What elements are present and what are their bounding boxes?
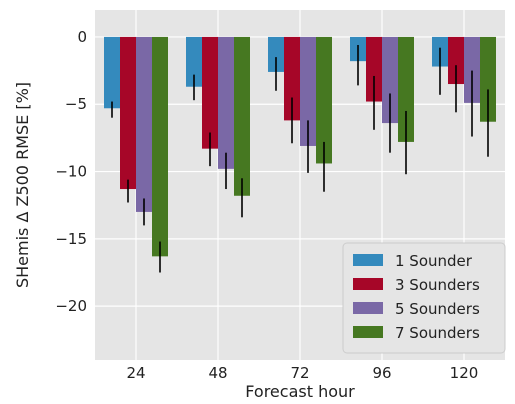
bar: [202, 36, 218, 149]
bar: [464, 36, 480, 103]
y-tick-label: −5: [65, 95, 87, 113]
legend-label: 7 Sounders: [395, 324, 480, 342]
legend-label: 1 Sounder: [395, 252, 473, 270]
y-tick-labels: 0 −5 −10 −15 −20: [55, 28, 87, 315]
legend-box: [342, 242, 506, 354]
bar: [268, 36, 284, 72]
bar: [366, 36, 382, 102]
legend-swatch: [353, 302, 383, 314]
legend: 1 Sounder 3 Sounders 5 Sounders 7 Sounders: [342, 242, 506, 354]
x-tick-label: 24: [126, 364, 145, 382]
bar: [448, 36, 464, 85]
x-tick-labels: 24 48 72 96 120: [126, 364, 478, 382]
x-tick-label: 120: [450, 364, 479, 382]
bar: [104, 36, 120, 109]
x-tick-label: 96: [372, 364, 391, 382]
bar: [284, 36, 300, 121]
y-tick-label: −20: [55, 297, 87, 315]
y-tick-label: −15: [55, 230, 87, 248]
x-tick-label: 72: [290, 364, 309, 382]
bar: [234, 36, 250, 196]
bar: [300, 36, 316, 146]
error-bars: [111, 45, 489, 273]
x-axis-label: Forecast hour: [245, 382, 355, 401]
bar: [480, 36, 496, 122]
y-tick-label: −10: [55, 163, 87, 181]
legend-swatch: [353, 254, 383, 266]
bar: [382, 36, 398, 124]
bar: [398, 36, 414, 142]
legend-swatch: [353, 326, 383, 338]
legend-label: 3 Sounders: [395, 276, 480, 294]
legend-label: 5 Sounders: [395, 300, 480, 318]
legend-swatch: [353, 278, 383, 290]
bar: [186, 36, 202, 87]
bar: [218, 36, 234, 169]
bars: [104, 36, 496, 257]
x-tick-label: 48: [208, 364, 227, 382]
bar: [152, 36, 168, 257]
bar: [120, 36, 136, 190]
bar: [316, 36, 332, 164]
y-axis-label: SHemis Δ Z500 RMSE [%]: [13, 82, 32, 288]
bar: [136, 36, 152, 212]
y-tick-label: 0: [77, 28, 87, 46]
